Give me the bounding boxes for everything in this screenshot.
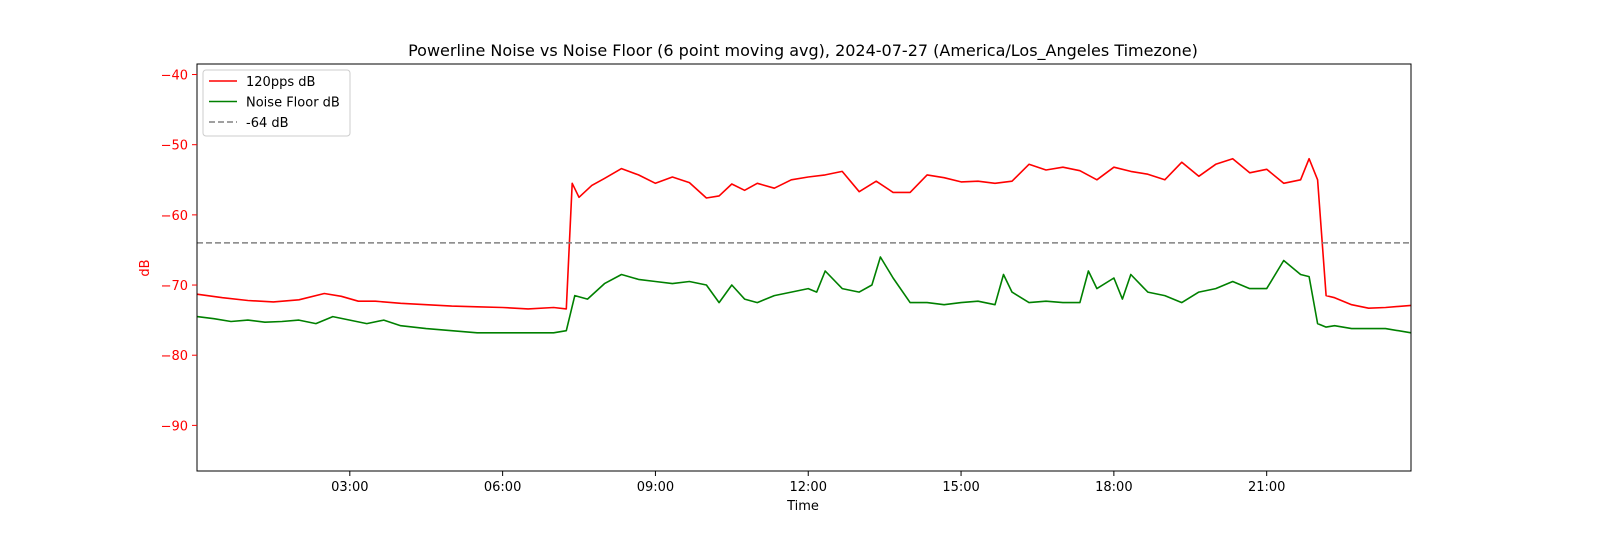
x-axis-label: Time bbox=[786, 499, 819, 514]
plot-frame bbox=[196, 63, 1412, 472]
y-tick-label: −40 bbox=[161, 69, 188, 84]
y-tick-label: −80 bbox=[161, 349, 188, 364]
series-line-1 bbox=[196, 157, 1412, 310]
legend-label: Noise Floor dB bbox=[246, 96, 340, 111]
y-axis-label: dB bbox=[138, 259, 153, 276]
series-line-2 bbox=[196, 256, 1412, 334]
legend-label: -64 dB bbox=[246, 116, 289, 131]
y-tick-label: −90 bbox=[161, 419, 188, 434]
x-tick-label: 15:00 bbox=[942, 480, 979, 495]
y-tick-label: −70 bbox=[161, 279, 188, 294]
legend: 120pps dB Noise Floor dB -64 dB bbox=[202, 69, 351, 137]
y-axis: −40 −50 −60 −70 −80 −90 bbox=[161, 69, 197, 434]
x-tick-label: 03:00 bbox=[331, 480, 368, 495]
x-tick-label: 21:00 bbox=[1248, 480, 1285, 495]
chart-title: Powerline Noise vs Noise Floor (6 point … bbox=[408, 41, 1198, 61]
y-tick-label: −60 bbox=[161, 209, 188, 224]
y-tick-label: −50 bbox=[161, 139, 188, 154]
x-axis: 03:00 06:00 09:00 12:00 15:00 18:00 21:00 bbox=[331, 471, 1285, 495]
legend-label: 120pps dB bbox=[246, 75, 315, 90]
x-tick-label: 18:00 bbox=[1095, 480, 1132, 495]
legend-box bbox=[202, 69, 351, 137]
series-layer bbox=[196, 157, 1412, 334]
x-tick-label: 09:00 bbox=[637, 480, 674, 495]
x-tick-label: 06:00 bbox=[484, 480, 521, 495]
x-tick-label: 12:00 bbox=[790, 480, 827, 495]
